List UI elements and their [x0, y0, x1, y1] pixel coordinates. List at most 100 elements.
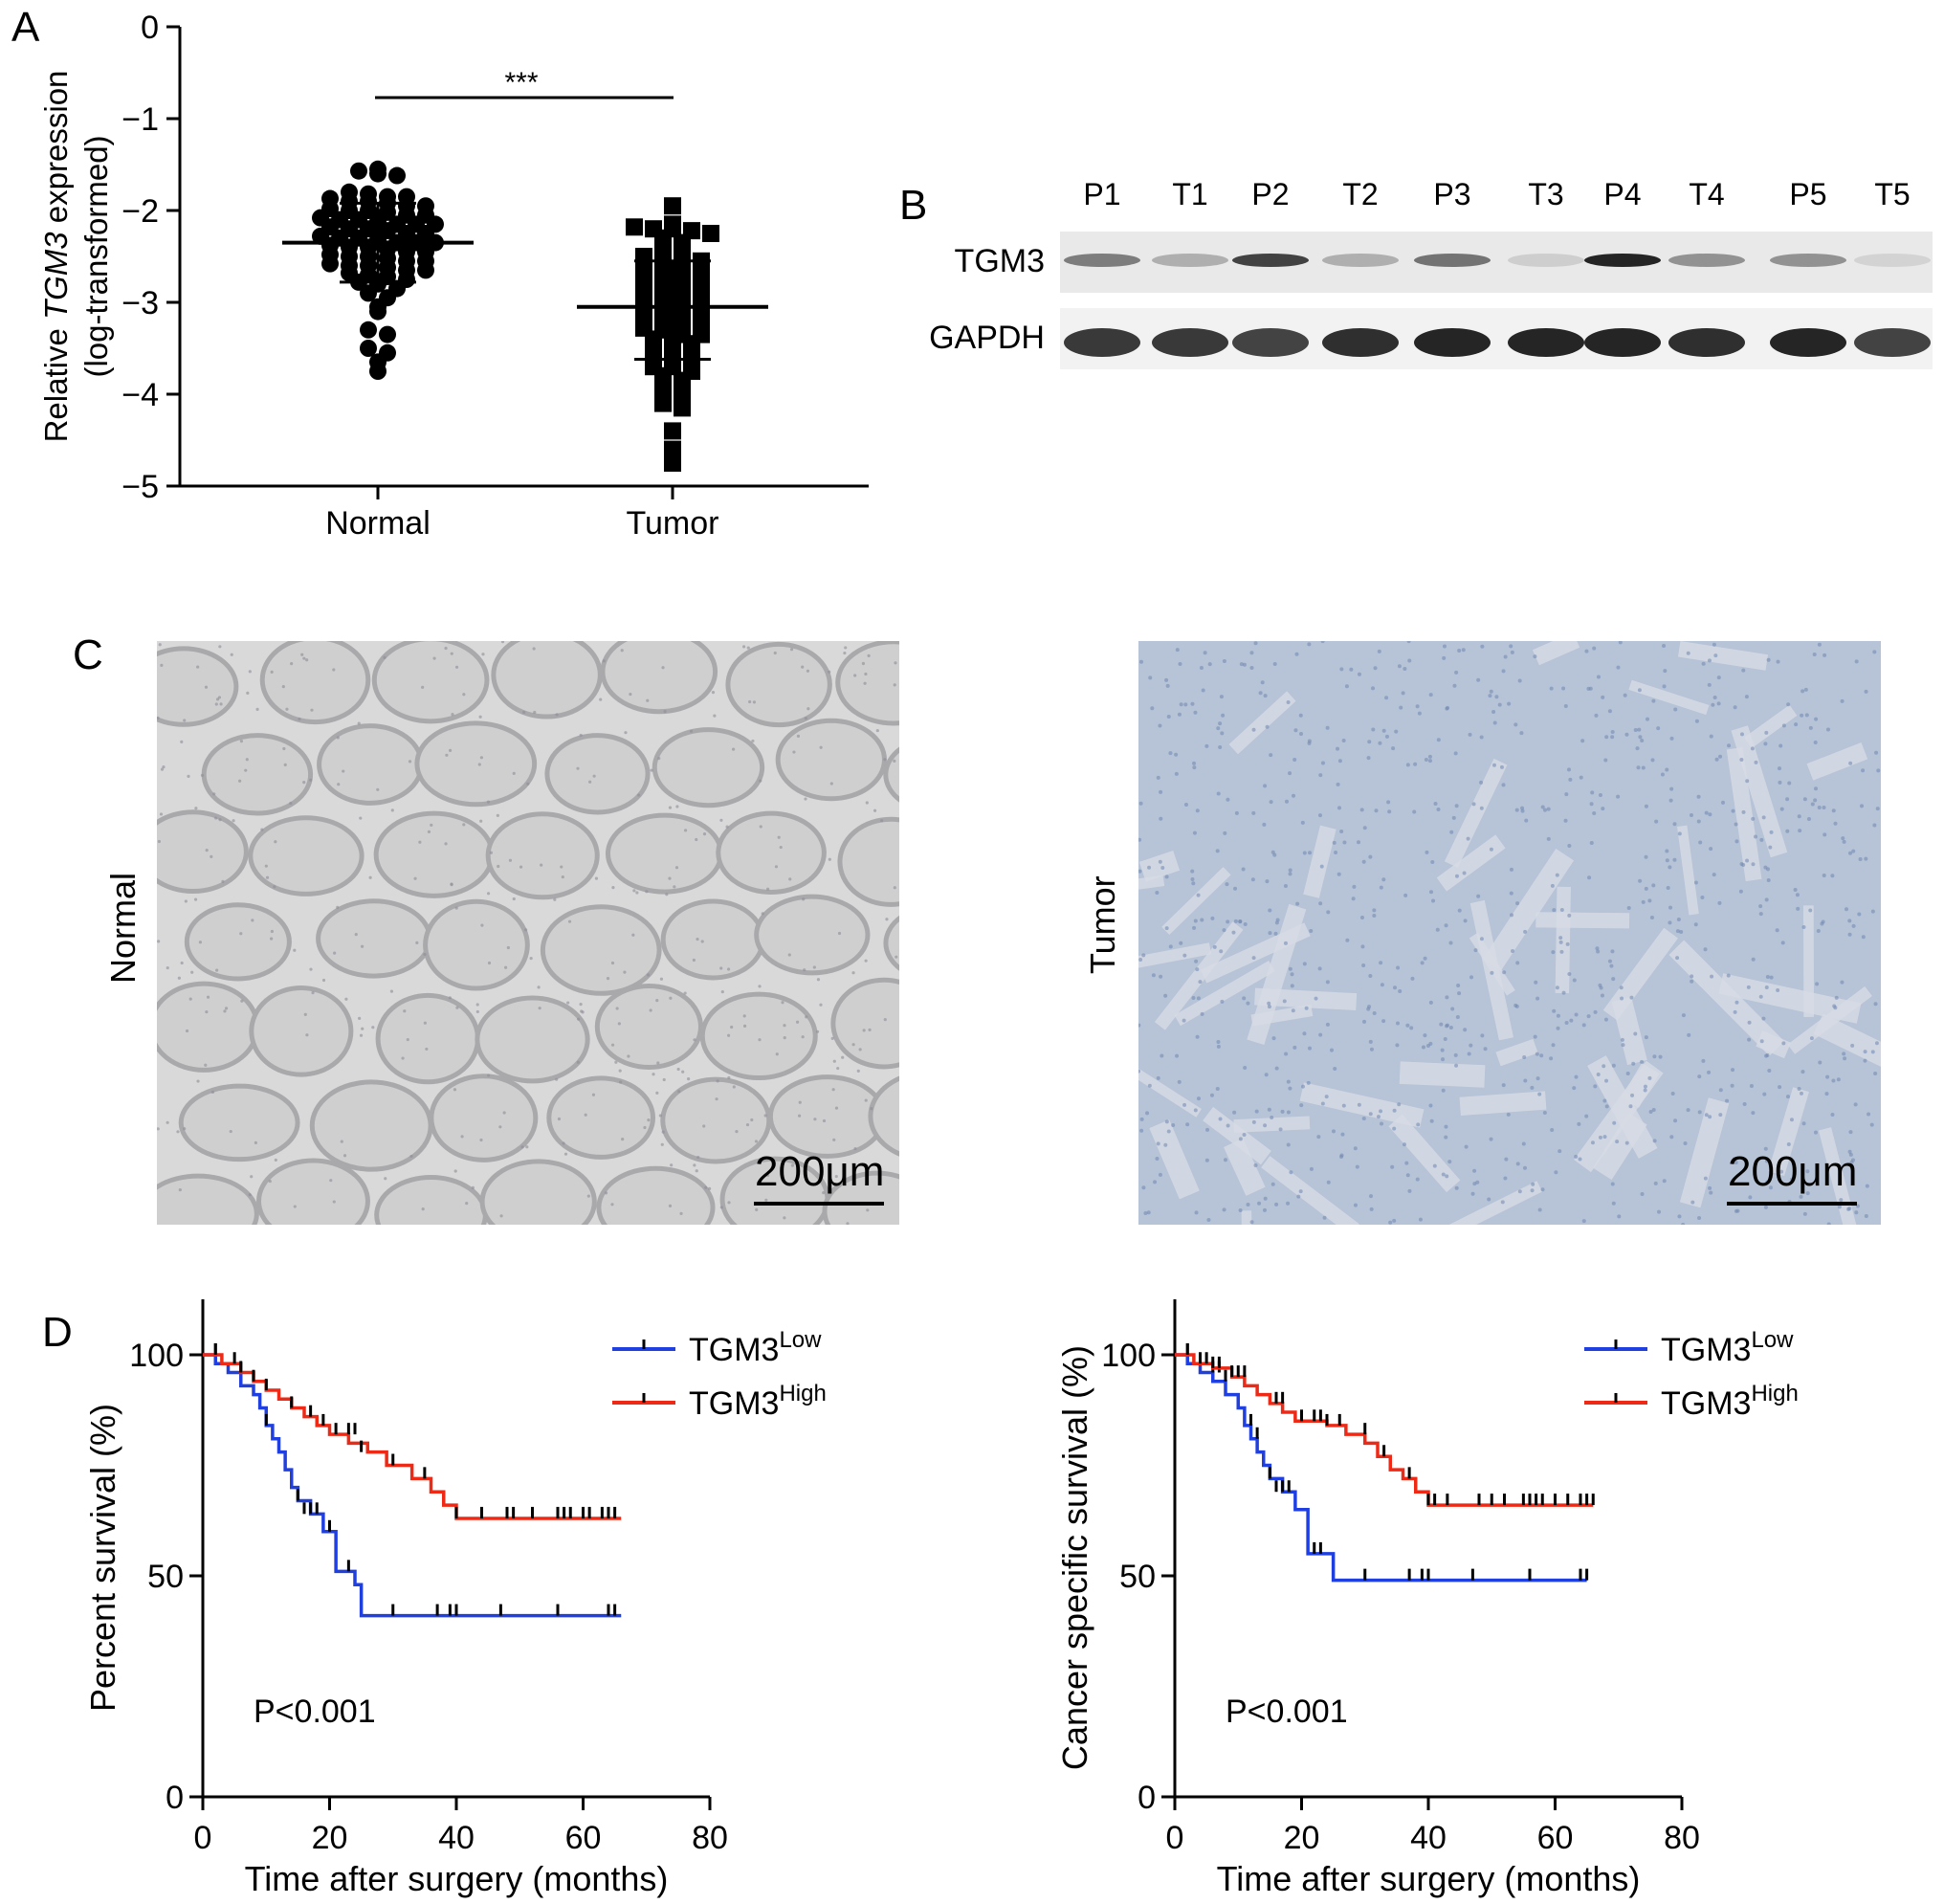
nucleus	[1286, 1110, 1291, 1115]
nucleus	[1853, 1102, 1858, 1107]
nucleus	[1654, 819, 1659, 824]
nucleus	[1764, 730, 1769, 735]
nucleus	[663, 709, 667, 714]
nucleus	[1163, 993, 1168, 998]
nucleus	[205, 849, 209, 852]
nucleus	[853, 1146, 857, 1151]
nucleus	[580, 1009, 584, 1013]
nucleus	[444, 842, 448, 846]
nucleus	[1799, 1091, 1803, 1096]
nucleus	[1550, 1127, 1555, 1132]
nucleus	[1690, 974, 1694, 979]
nucleus	[1764, 1053, 1769, 1058]
nucleus	[1489, 689, 1493, 694]
nucleus	[781, 1001, 784, 1005]
nucleus	[1407, 1188, 1412, 1193]
nucleus	[1446, 705, 1450, 710]
nucleus	[1345, 938, 1350, 942]
nucleus	[479, 756, 484, 760]
nucleus	[450, 882, 453, 887]
nucleus	[1593, 1009, 1598, 1014]
nucleus	[1320, 1101, 1325, 1106]
nucleus	[185, 1029, 189, 1033]
nucleus	[1701, 1058, 1706, 1063]
nucleus	[1166, 1129, 1171, 1134]
nucleus	[217, 696, 222, 699]
nucleus	[615, 1007, 619, 1010]
nucleus	[1159, 974, 1163, 979]
nucleus	[779, 845, 783, 850]
nucleus	[403, 1009, 407, 1013]
nucleus	[360, 944, 364, 948]
nucleus	[1707, 682, 1712, 687]
nucleus	[309, 778, 313, 782]
nucleus	[1391, 746, 1396, 751]
nucleus	[1254, 1109, 1259, 1114]
nucleus	[1410, 976, 1415, 981]
nucleus	[1442, 644, 1447, 649]
p-value-label: P<0.001	[1226, 1694, 1348, 1730]
data-point-tumor	[664, 454, 681, 472]
nucleus	[448, 748, 453, 752]
nucleus	[1716, 701, 1721, 706]
nucleus	[1270, 1182, 1275, 1186]
nucleus	[1535, 1052, 1539, 1056]
nucleus	[761, 912, 764, 916]
nucleus	[1848, 1152, 1853, 1157]
nucleus	[520, 1145, 524, 1149]
nucleus	[1200, 1011, 1204, 1016]
nucleus	[655, 1091, 659, 1095]
nucleus	[1175, 648, 1180, 653]
nucleus	[1339, 829, 1344, 833]
nucleus	[1451, 815, 1456, 820]
nucleus	[1741, 809, 1746, 814]
nucleus	[1863, 1050, 1867, 1054]
nucleus	[1840, 980, 1845, 985]
data-point-normal	[350, 162, 367, 180]
nucleus	[219, 702, 223, 706]
stroma-strand	[1174, 961, 1275, 1027]
nucleus	[1337, 806, 1341, 810]
nucleus	[1501, 783, 1506, 787]
nucleus	[1302, 851, 1307, 855]
nucleus	[1441, 1172, 1446, 1177]
nucleus	[1317, 813, 1322, 818]
nucleus	[1251, 727, 1256, 732]
nucleus	[1658, 1054, 1663, 1059]
nucleus	[1218, 1117, 1223, 1121]
nucleus	[1799, 1194, 1803, 1199]
crypt-gland	[775, 718, 887, 802]
nucleus	[1704, 810, 1709, 815]
nucleus	[1138, 869, 1142, 874]
nucleus	[1598, 983, 1602, 987]
nucleus	[453, 1088, 457, 1092]
nucleus	[674, 866, 679, 870]
data-point-normal	[360, 321, 377, 339]
nucleus	[1668, 920, 1672, 925]
nucleus	[1392, 1218, 1397, 1223]
nucleus	[533, 710, 537, 715]
nucleus	[696, 937, 699, 941]
nucleus	[1648, 1110, 1653, 1115]
nucleus	[1190, 869, 1195, 874]
nucleus	[475, 1009, 479, 1014]
nucleus	[1765, 975, 1770, 980]
nucleus	[815, 1029, 820, 1033]
nucleus	[700, 940, 704, 943]
crypt-gland	[178, 1083, 300, 1162]
nucleus	[1325, 1022, 1330, 1027]
nucleus	[1653, 1181, 1658, 1185]
nucleus	[1381, 1019, 1386, 1024]
nucleus	[1822, 873, 1826, 877]
nucleus	[742, 1014, 746, 1018]
nucleus	[1156, 1141, 1160, 1146]
nucleus	[1182, 1018, 1186, 1023]
nucleus	[1730, 1083, 1734, 1088]
nucleus	[801, 665, 805, 669]
nucleus	[631, 933, 635, 937]
nucleus	[1805, 1191, 1810, 1196]
nucleus	[336, 736, 340, 740]
nucleus	[1778, 1085, 1782, 1090]
nucleus	[1155, 1157, 1160, 1162]
nucleus	[836, 1066, 840, 1071]
